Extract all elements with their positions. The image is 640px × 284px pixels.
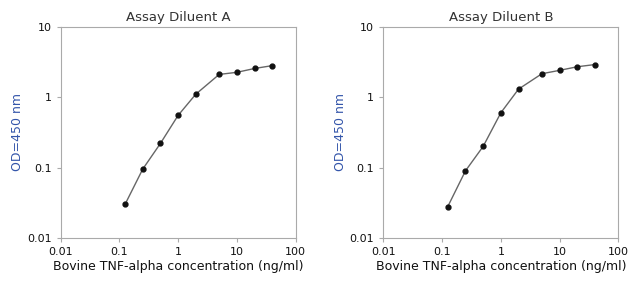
Title: Assay Diluent B: Assay Diluent B [449,11,553,24]
Y-axis label: OD=450 nm: OD=450 nm [334,93,347,171]
Y-axis label: OD=450 nm: OD=450 nm [11,93,24,171]
Title: Assay Diluent A: Assay Diluent A [126,11,230,24]
X-axis label: Bovine TNF-alpha concentration (ng/ml): Bovine TNF-alpha concentration (ng/ml) [53,260,303,273]
X-axis label: Bovine TNF-alpha concentration (ng/ml): Bovine TNF-alpha concentration (ng/ml) [376,260,626,273]
